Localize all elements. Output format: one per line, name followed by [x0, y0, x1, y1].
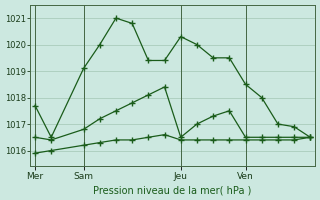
X-axis label: Pression niveau de la mer( hPa ): Pression niveau de la mer( hPa ) — [93, 185, 252, 195]
